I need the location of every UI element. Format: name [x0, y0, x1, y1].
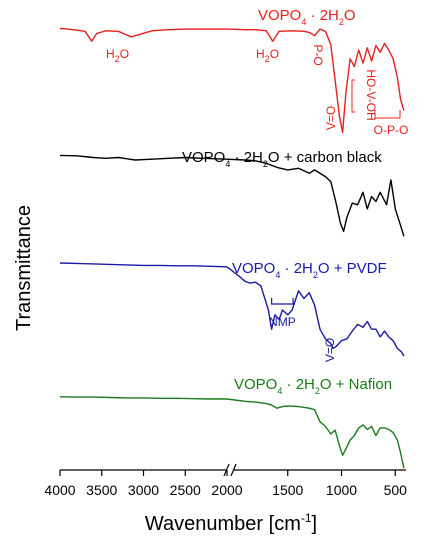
plot-series	[59, 27, 405, 469]
x-axis-title: Wavenumber [cm-1]	[145, 511, 317, 535]
annotation-v-o-pvdf: V=O	[323, 338, 337, 362]
y-axis-title: Transmittance	[13, 205, 35, 331]
bracket-nmp	[271, 298, 294, 305]
annotation-v-o: V=O	[324, 106, 338, 130]
series-line-3-low	[59, 262, 228, 268]
series-line-4-high	[226, 398, 405, 469]
x-tick-label: 3500	[86, 482, 117, 498]
annotation-h2o: H2O	[106, 47, 129, 64]
x-tick-label: 2500	[170, 482, 201, 498]
x-ticks: 4000 3500 3000 2500 2000 1500 1000 500	[44, 470, 407, 498]
series-label-4: VOPO4 · 2H2O + Nafion	[234, 376, 392, 396]
series-line-2-high	[226, 158, 405, 237]
series-line-3-high	[226, 266, 405, 357]
x-tick-label: 1000	[326, 482, 357, 498]
x-tick-label: 4000	[44, 482, 75, 498]
x-tick-label: 2000	[211, 482, 242, 498]
series-line-4-low	[59, 396, 227, 400]
bracket-o-p-o	[374, 110, 401, 119]
x-tick-label: 3000	[128, 482, 159, 498]
series-line-1-high	[226, 28, 405, 134]
series-line-1-low	[59, 27, 227, 42]
series-label-1: VOPO4 · 2H2O	[258, 7, 356, 27]
annotation-o-p-o: O-P-O	[374, 123, 409, 137]
annotation-p-o: P-O	[311, 44, 325, 65]
annotation-ho-v-oh: HO-V-OH	[364, 69, 378, 120]
annotation-nmp: NMP	[269, 315, 296, 329]
series-label-2: VOPO4 · 2H2O + carbon black	[182, 149, 382, 169]
x-tick-label: 500	[384, 482, 408, 498]
x-tick-label: 1500	[272, 482, 303, 498]
bracket-ho-v-oh	[351, 79, 355, 113]
series-label-3: VOPO4 · 2H2O + PVDF	[232, 260, 387, 280]
series-labels: VOPO4 · 2H2O VOPO4 · 2H2O + carbon black V…	[182, 7, 392, 396]
series-line-2-low	[59, 154, 228, 161]
x-axis: 4000 3500 3000 2500 2000 1500 1000 500	[44, 463, 407, 498]
annotation-h2o: H2O	[256, 47, 279, 64]
plot-annotations: H2O H2O P-O V=O HO-V-OH O-P-O NMP V=O	[106, 44, 408, 362]
